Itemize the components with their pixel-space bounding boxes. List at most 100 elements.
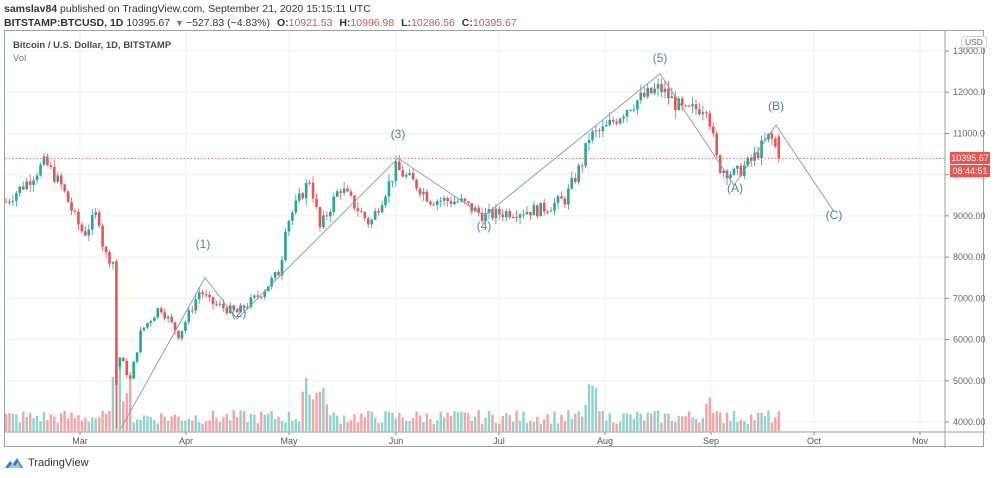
volume-bar <box>494 422 498 432</box>
volume-bar <box>15 414 18 432</box>
chart-frame[interactable]: 4000.00 5000.00 6000.00 7000.00 8000.00 9000.… <box>4 30 990 448</box>
volume-bar <box>660 422 663 432</box>
volume-bar <box>746 423 749 432</box>
volume-bar <box>760 412 763 432</box>
volume-bar <box>122 401 125 432</box>
volume-bar <box>570 418 573 432</box>
candle <box>194 299 198 311</box>
author-name[interactable]: samslav84 <box>4 3 58 15</box>
volume-bar <box>487 411 491 432</box>
volume-bar <box>639 413 642 432</box>
candle <box>363 211 367 219</box>
volume-bar <box>325 404 329 432</box>
volume-bar <box>139 419 142 432</box>
countdown-tag: 08:44:51 <box>950 165 990 178</box>
candle <box>211 297 215 305</box>
candle <box>277 272 280 276</box>
volume-bar <box>308 394 311 432</box>
candle <box>201 292 204 295</box>
volume-bar <box>656 410 660 432</box>
volume-bar <box>218 421 222 432</box>
volume-bar <box>732 410 736 432</box>
candle <box>460 198 463 202</box>
candle <box>539 202 543 217</box>
candle <box>11 200 15 202</box>
candle <box>601 126 605 132</box>
volume-bar <box>508 415 511 432</box>
low-label: L: <box>401 17 412 29</box>
candle <box>294 200 298 213</box>
volume-label: Vol <box>13 53 27 64</box>
tradingview-logo-icon <box>5 458 23 468</box>
volume-bar <box>725 412 729 432</box>
candlestick-chart[interactable]: 4000.00 5000.00 6000.00 7000.00 8000.00 9000.… <box>5 31 985 448</box>
candle <box>387 181 391 197</box>
volume-bar <box>425 413 429 432</box>
candle <box>567 188 570 205</box>
candle <box>94 212 97 216</box>
candle <box>425 191 429 202</box>
chart-legend: Bitcoin / U.S. Dollar, 1D, BITSTAMP Vol <box>13 39 171 65</box>
volume-bar <box>405 420 408 432</box>
volume-bar <box>429 419 432 432</box>
candle <box>156 308 160 318</box>
candle <box>625 110 629 117</box>
high-label: H: <box>339 17 351 29</box>
volume-bar <box>739 419 743 432</box>
candle <box>563 198 567 205</box>
volume-bar <box>184 420 187 432</box>
candle <box>591 131 594 140</box>
volume-bar <box>453 410 456 432</box>
candle <box>429 201 432 205</box>
candle <box>28 181 32 185</box>
volume-bar <box>339 423 342 432</box>
volume-bar <box>518 420 522 432</box>
candle <box>667 88 670 99</box>
wave-label: (5) <box>653 51 668 65</box>
volume-bar <box>649 413 653 432</box>
candle <box>422 191 425 195</box>
candle <box>632 109 636 111</box>
volume-bar <box>380 422 384 432</box>
volume-bar <box>204 421 208 432</box>
candle <box>187 310 191 323</box>
wave-label: (4) <box>477 219 492 233</box>
candle <box>159 308 163 313</box>
volume-bar <box>470 420 473 432</box>
candle <box>149 320 153 324</box>
volume-bar <box>712 412 715 432</box>
volume-bar <box>543 419 546 432</box>
candle <box>308 182 311 184</box>
volume-bar <box>256 423 260 432</box>
volume-bar <box>39 421 42 432</box>
candle <box>691 104 694 107</box>
candle <box>722 170 725 173</box>
elliott-wave-line[interactable] <box>120 73 835 429</box>
candle <box>573 178 577 182</box>
symbol-label: BITSTAMP:BTCUSD, 1D <box>4 17 124 29</box>
tradingview-brand[interactable]: TradingView <box>28 457 89 469</box>
symbol-ohlc-line: BITSTAMP:BTCUSD, 1D 10395.67 ▼ −527.83 (−… <box>4 16 994 30</box>
volume-bar <box>191 420 194 432</box>
currency-badge[interactable]: USD <box>961 36 987 48</box>
volume-bar <box>49 414 53 432</box>
volume-bar <box>529 420 532 432</box>
low-value: 10286.56 <box>411 17 455 29</box>
candle <box>570 178 574 189</box>
volume-bar <box>387 411 391 432</box>
candle <box>598 130 601 132</box>
candle <box>191 310 194 312</box>
volume-bar <box>753 420 756 432</box>
candle <box>677 98 681 111</box>
last-price-tag: 10395.67 <box>950 152 990 165</box>
price-axis-label: 11000.00 <box>953 128 985 138</box>
volume-bar <box>215 417 218 432</box>
volume-bar <box>170 416 173 432</box>
candle <box>18 186 22 194</box>
candle <box>511 216 515 218</box>
volume-bar <box>94 418 97 432</box>
volume-bar <box>246 422 249 432</box>
volume-bar <box>439 411 442 432</box>
time-axis-label: Mar <box>72 436 88 446</box>
volume-bar <box>736 421 739 432</box>
